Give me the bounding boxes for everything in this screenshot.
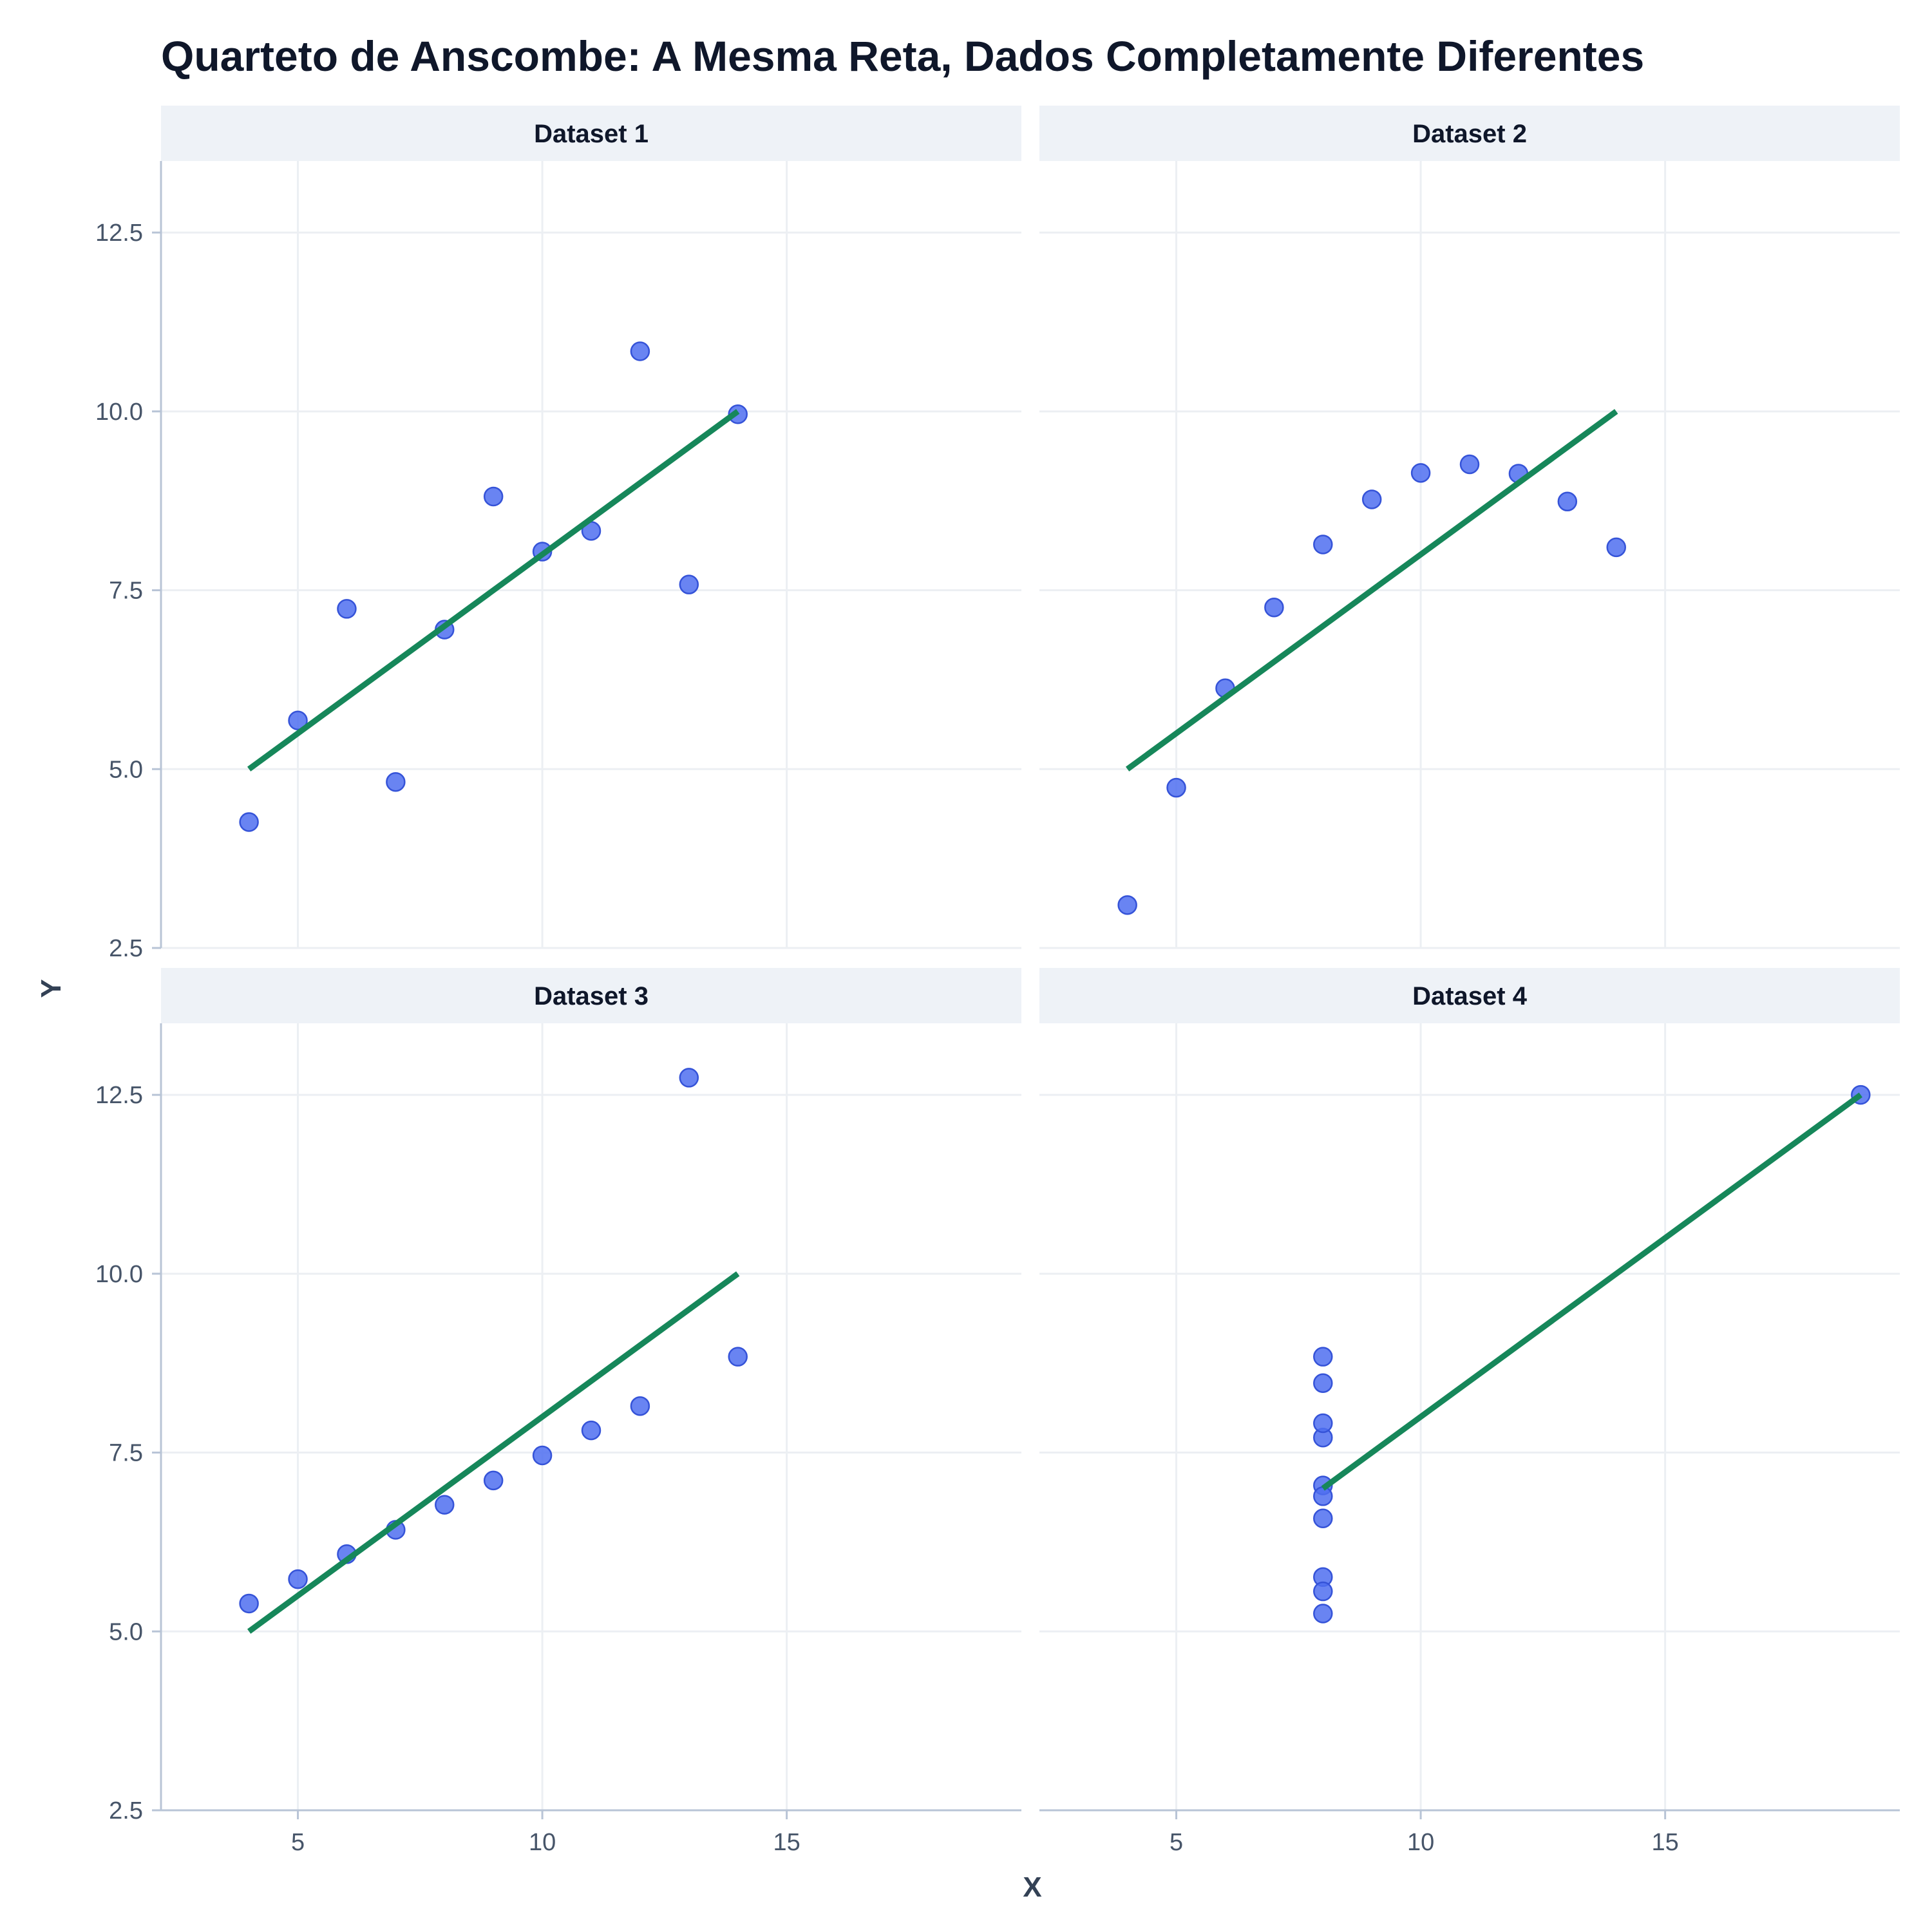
data-point <box>483 486 504 507</box>
data-point <box>386 772 406 792</box>
facet-strip <box>1039 968 1900 1023</box>
data-point <box>239 812 259 832</box>
data-point <box>1313 1508 1333 1528</box>
data-point <box>288 710 308 730</box>
regression-line <box>1125 409 1618 772</box>
chart-title: Quarteto de Anscombe: A Mesma Reta, Dado… <box>161 32 1644 80</box>
data-point <box>1264 597 1284 618</box>
data-point <box>1166 777 1186 798</box>
panel-2: Dataset 2 <box>1039 106 1900 949</box>
facet-strip <box>161 968 1021 1023</box>
regression-line <box>1321 1092 1862 1491</box>
y-tick-label: 2.5 <box>109 935 143 962</box>
facet-strip <box>1039 106 1900 161</box>
data-point <box>1313 1486 1333 1506</box>
y-tick-label: 5.0 <box>109 756 143 783</box>
panel-1: Dataset 1 2.5 5.0 7.5 10.0 12.5 <box>95 106 1021 962</box>
y-tick-label: 7.5 <box>109 1440 143 1467</box>
y-tick-label: 12.5 <box>95 1082 143 1109</box>
x-tick-label: 10 <box>1407 1829 1434 1856</box>
data-point <box>483 1470 504 1491</box>
data-point <box>1361 489 1382 509</box>
y-tick-label: 5.0 <box>109 1618 143 1645</box>
data-point <box>679 1068 699 1088</box>
x-tick-label: 15 <box>773 1829 800 1856</box>
data-point <box>288 1569 308 1589</box>
x-tick-label: 10 <box>529 1829 556 1856</box>
data-point <box>239 1593 259 1614</box>
data-point <box>728 1347 748 1367</box>
x-tick-label: 5 <box>291 1829 305 1856</box>
y-tick-label: 7.5 <box>109 578 143 605</box>
data-point <box>1313 1373 1333 1394</box>
x-tick-label: 15 <box>1651 1829 1678 1856</box>
y-tick-label: 2.5 <box>109 1797 143 1824</box>
data-point <box>1313 1581 1333 1602</box>
data-point <box>630 1396 650 1416</box>
y-tick-label: 10.0 <box>95 1261 143 1288</box>
panel-3: Dataset 3 2.5 5.0 7.5 10.0 12.5 5 10 15 <box>95 968 1021 1856</box>
facet-strip-label: Dataset 4 <box>1412 982 1528 1010</box>
data-point <box>1313 1413 1333 1434</box>
panel-4: Dataset 4 5 10 15 <box>1039 968 1900 1856</box>
data-point <box>1313 535 1333 554</box>
regression-line <box>247 409 740 772</box>
y-tick-label: 10.0 <box>95 399 143 426</box>
data-point <box>1557 491 1578 512</box>
facet-panels: Dataset 1 2.5 5.0 7.5 10.0 12.5 Dataset 2 Datas… <box>95 106 1900 1856</box>
data-point <box>1606 537 1626 558</box>
facet-strip-label: Dataset 3 <box>534 982 649 1010</box>
data-point <box>435 1495 455 1515</box>
data-point <box>1313 1347 1333 1367</box>
data-point <box>1459 454 1480 475</box>
data-point <box>1410 463 1431 483</box>
data-point <box>1313 1604 1333 1624</box>
y-axis-title: Y <box>35 979 67 998</box>
facet-strip-label: Dataset 1 <box>534 120 649 148</box>
data-point <box>532 1445 553 1466</box>
x-tick-label: 5 <box>1170 1829 1183 1856</box>
data-point <box>337 599 357 619</box>
y-tick-label: 12.5 <box>95 220 143 247</box>
regression-line <box>247 1271 740 1634</box>
data-point <box>679 574 699 594</box>
x-axis-title: X <box>1023 1871 1041 1903</box>
facet-strip <box>161 106 1021 161</box>
facet-strip-label: Dataset 2 <box>1412 120 1527 148</box>
data-point <box>581 1420 601 1441</box>
data-point <box>630 341 650 361</box>
data-point <box>1117 895 1137 915</box>
